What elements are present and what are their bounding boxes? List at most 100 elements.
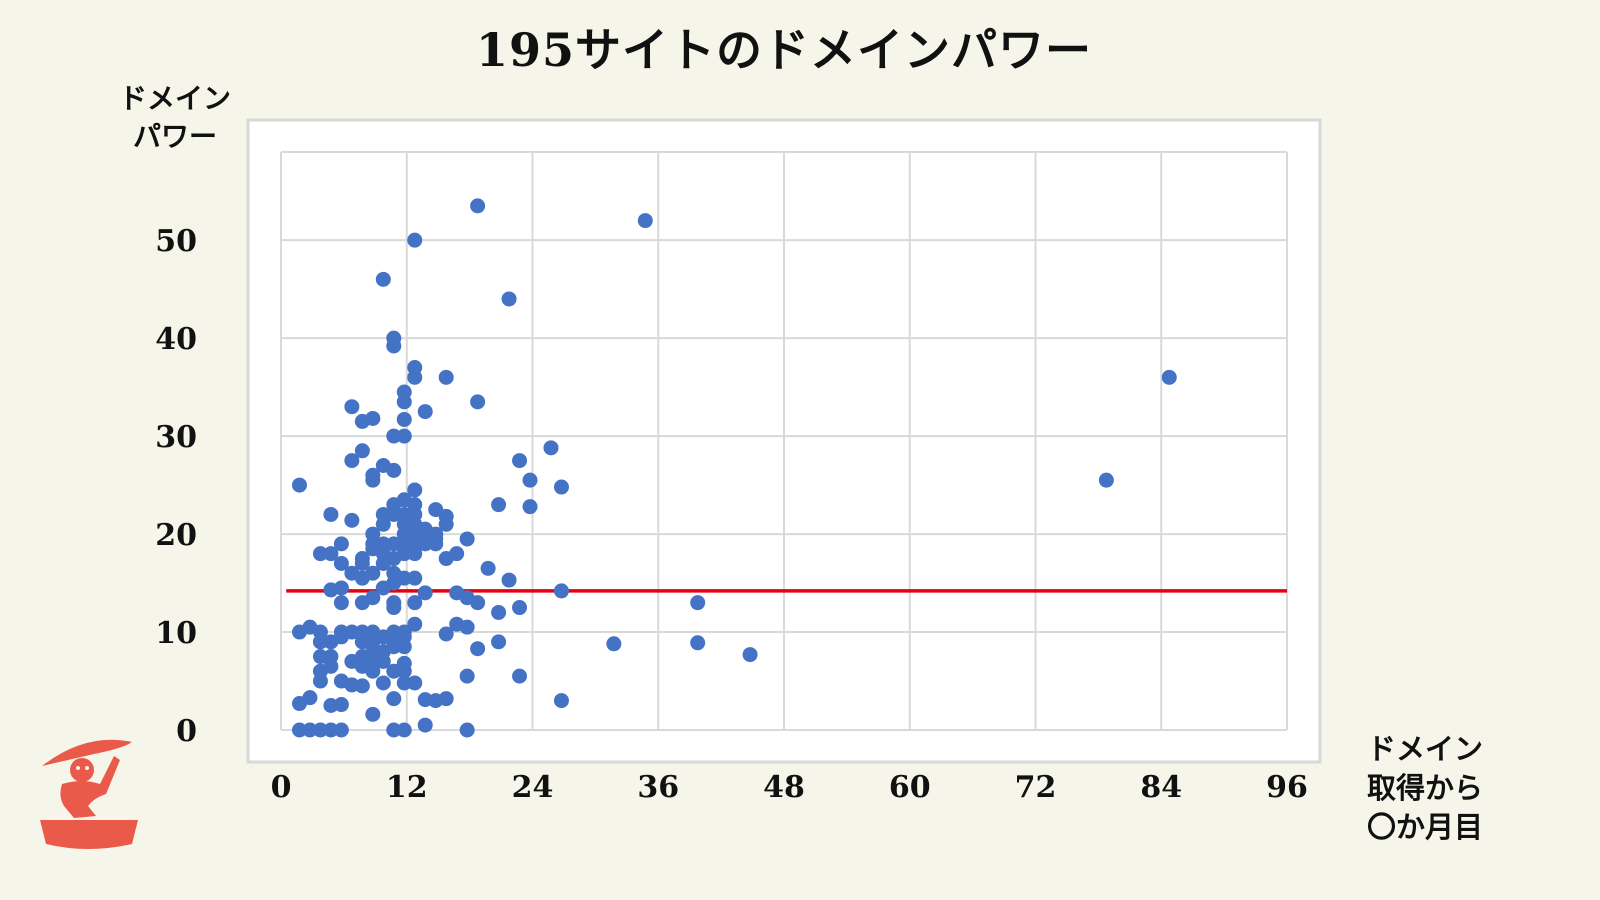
data-point-79 bbox=[407, 595, 423, 611]
data-point-68 bbox=[690, 635, 706, 651]
data-point-142 bbox=[386, 462, 402, 478]
data-point-13 bbox=[365, 706, 381, 722]
data-point-110 bbox=[449, 546, 465, 562]
data-point-131 bbox=[375, 536, 391, 552]
data-point-133 bbox=[396, 536, 412, 552]
data-point-101 bbox=[333, 536, 349, 552]
data-point-129 bbox=[344, 512, 360, 528]
data-points bbox=[291, 198, 1177, 738]
x-tick-label-6: 72 bbox=[1015, 770, 1057, 805]
data-point-25 bbox=[407, 675, 423, 691]
data-point-151 bbox=[522, 472, 538, 488]
x-tick-label-3: 36 bbox=[637, 770, 679, 805]
data-point-99 bbox=[480, 560, 496, 576]
data-point-54 bbox=[491, 634, 507, 650]
data-point-125 bbox=[459, 531, 475, 547]
y-tick-label-1: 10 bbox=[155, 616, 197, 651]
data-point-1 bbox=[302, 722, 318, 738]
x-axis-label-line-1: ドメイン bbox=[1366, 732, 1483, 766]
grid bbox=[280, 151, 1288, 731]
data-point-5 bbox=[386, 722, 402, 738]
data-point-2 bbox=[312, 722, 328, 738]
data-point-8 bbox=[417, 717, 433, 733]
data-point-23 bbox=[386, 691, 402, 707]
data-point-12 bbox=[323, 698, 339, 714]
data-point-89 bbox=[333, 555, 349, 571]
data-point-62 bbox=[386, 624, 402, 640]
data-point-135 bbox=[417, 531, 433, 547]
scatter-chart: 0 12 24 36 48 60 72 84 96 0 10 20 30 40 50 bbox=[155, 118, 1322, 805]
data-point-88 bbox=[323, 546, 339, 562]
y-axis-label-line-2: パワー bbox=[132, 120, 217, 153]
data-point-165 bbox=[396, 384, 412, 400]
data-point-150 bbox=[512, 453, 528, 469]
data-point-148 bbox=[438, 508, 454, 524]
data-point-7 bbox=[459, 722, 475, 738]
data-point-58 bbox=[333, 624, 349, 640]
data-point-98 bbox=[407, 570, 423, 586]
data-point-158 bbox=[386, 428, 402, 444]
chart-title: 195サイトのドメインパワー bbox=[475, 23, 1093, 77]
data-point-144 bbox=[375, 506, 391, 522]
data-point-169 bbox=[386, 338, 402, 354]
data-point-134 bbox=[407, 516, 423, 532]
y-tick-label-4: 40 bbox=[155, 322, 197, 357]
data-point-87 bbox=[553, 583, 569, 599]
data-point-93 bbox=[365, 565, 381, 581]
x-tick-label-5: 60 bbox=[889, 770, 931, 805]
data-point-83 bbox=[470, 595, 486, 611]
data-point-4 bbox=[333, 722, 349, 738]
data-point-78 bbox=[407, 616, 423, 632]
data-point-162 bbox=[470, 394, 486, 410]
x-axis-label: ドメイン 取得から 〇か月目 bbox=[1340, 730, 1510, 847]
y-tick-labels: 0 10 20 30 40 50 bbox=[155, 224, 197, 749]
data-point-63 bbox=[396, 624, 412, 640]
data-point-10 bbox=[302, 690, 318, 706]
x-tick-label-7: 84 bbox=[1140, 770, 1182, 805]
data-point-143 bbox=[365, 472, 381, 488]
y-tick-label-0: 0 bbox=[176, 714, 197, 749]
data-point-74 bbox=[365, 590, 381, 606]
data-point-6 bbox=[396, 722, 412, 738]
x-axis-label-line-3: 〇か月目 bbox=[1366, 810, 1483, 844]
data-point-59 bbox=[344, 624, 360, 640]
data-point-0 bbox=[291, 722, 307, 738]
data-point-86 bbox=[690, 595, 706, 611]
data-point-37 bbox=[312, 649, 328, 665]
data-point-163 bbox=[438, 369, 454, 385]
data-point-64 bbox=[438, 626, 454, 642]
data-point-171 bbox=[407, 232, 423, 248]
data-point-153 bbox=[543, 440, 559, 456]
data-point-66 bbox=[459, 619, 475, 635]
x-tick-label-4: 48 bbox=[763, 770, 805, 805]
data-point-128 bbox=[323, 506, 339, 522]
y-tick-label-2: 20 bbox=[155, 518, 197, 553]
y-axis-label: ドメイン パワー bbox=[100, 80, 250, 156]
data-point-80 bbox=[417, 585, 433, 601]
data-point-176 bbox=[1161, 369, 1177, 385]
data-point-97 bbox=[396, 570, 412, 586]
data-point-139 bbox=[344, 453, 360, 469]
data-point-53 bbox=[470, 641, 486, 657]
data-point-57 bbox=[312, 624, 328, 640]
data-point-24 bbox=[396, 675, 412, 691]
data-point-159 bbox=[396, 428, 412, 444]
data-point-27 bbox=[512, 668, 528, 684]
x-axis-label-line-2: 取得から bbox=[1366, 771, 1483, 805]
y-axis-label-line-1: ドメイン bbox=[118, 82, 231, 115]
data-point-16 bbox=[417, 692, 433, 708]
data-point-72 bbox=[333, 595, 349, 611]
data-point-69 bbox=[742, 647, 758, 663]
data-point-167 bbox=[407, 360, 423, 376]
data-point-155 bbox=[344, 399, 360, 415]
x-tick-label-0: 0 bbox=[271, 770, 292, 805]
data-point-102 bbox=[312, 546, 328, 562]
data-point-157 bbox=[365, 410, 381, 426]
data-point-161 bbox=[417, 404, 433, 420]
data-point-26 bbox=[459, 668, 475, 684]
data-point-172 bbox=[470, 198, 486, 214]
data-point-77 bbox=[386, 600, 402, 616]
data-point-137 bbox=[291, 477, 307, 493]
y-tick-label-3: 30 bbox=[155, 420, 197, 455]
data-point-22 bbox=[375, 675, 391, 691]
